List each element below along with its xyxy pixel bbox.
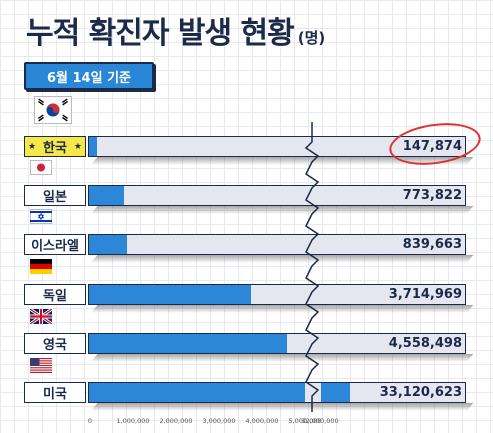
bar-shadow <box>90 255 474 263</box>
bar-uk <box>89 334 287 353</box>
x-tick-label: 2,000,000 <box>159 417 193 425</box>
x-tick-label: 32,000,000 <box>301 417 339 425</box>
bar-shadow <box>90 354 474 362</box>
value-label-korea: 147,874 <box>402 139 462 154</box>
title-unit: (명) <box>297 29 326 47</box>
bar-track-uk: 4,558,498 <box>88 333 466 354</box>
x-tick-label: 5,000,000 <box>288 417 322 425</box>
star-icon: ★ <box>73 141 82 152</box>
x-tick-label: 1,000,000 <box>116 417 150 425</box>
bar-track-usa: 33,120,623 <box>88 382 466 403</box>
bar-track-korea: 147,874 <box>88 136 466 157</box>
star-icon: ★ <box>28 141 37 152</box>
bar-israel <box>89 235 128 254</box>
category-label-japan: 일본 <box>24 185 86 206</box>
value-label-germany: 3,714,969 <box>388 287 462 302</box>
israel-flag-icon <box>30 209 52 228</box>
bar-track-germany: 3,714,969 <box>88 284 466 305</box>
bar-shadow <box>90 305 474 313</box>
page-title: 누적 확진자 발생 현황 <box>26 16 295 51</box>
break-zigzag <box>304 122 320 412</box>
japan-flag-icon <box>30 160 52 179</box>
x-tick-label: 3,000,000 <box>202 417 236 425</box>
value-label-israel: 839,663 <box>402 237 462 252</box>
x-tick-label: 0 <box>87 417 93 425</box>
korea-flag-icon <box>34 96 72 128</box>
bar-japan <box>89 186 125 205</box>
usa-flag-icon <box>30 358 52 377</box>
value-label-uk: 4,558,498 <box>388 336 462 351</box>
uk-flag-icon <box>29 307 53 328</box>
value-label-usa: 33,120,623 <box>379 385 462 400</box>
chart-title: 누적 확진자 발생 현황 (명) <box>26 8 325 52</box>
category-label-uk: 영국 <box>24 333 86 354</box>
bar-usa-after-break <box>321 383 351 402</box>
category-label-germany: 독일 <box>24 284 86 305</box>
bar-usa <box>89 383 305 402</box>
value-label-japan: 773,822 <box>402 188 462 203</box>
x-tick-label: 4,000,000 <box>245 417 279 425</box>
germany-flag-icon <box>30 259 52 278</box>
bar-shadow <box>90 206 474 214</box>
bar-shadow <box>90 403 474 411</box>
bar-track-japan: 773,822 <box>88 185 466 206</box>
bar-track-israel: 839,663 <box>88 234 466 255</box>
bar-korea <box>89 137 98 156</box>
date-badge: 6월 14일 기준 <box>24 62 154 90</box>
category-label-usa: 미국 <box>24 382 86 403</box>
axis-break-line <box>304 122 320 412</box>
bar-germany <box>89 285 251 304</box>
category-label-korea: ★ 한국 ★ <box>24 136 86 157</box>
category-label-israel: 이스라엘 <box>24 234 86 255</box>
